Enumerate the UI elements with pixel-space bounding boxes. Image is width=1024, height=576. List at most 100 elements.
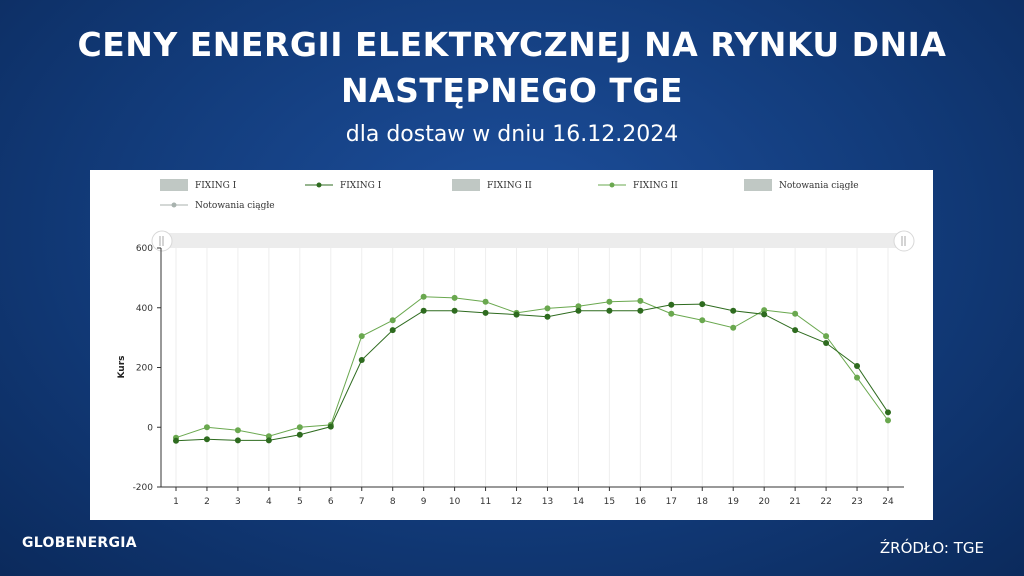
x-tick-label: 13: [542, 497, 553, 507]
range-navigator[interactable]: [151, 230, 915, 252]
chart-grid: [175, 248, 889, 487]
data-point: [823, 333, 830, 340]
data-point: [296, 431, 303, 438]
navigator-track: [162, 233, 904, 248]
data-point: [854, 363, 861, 370]
data-point: [668, 310, 675, 317]
x-tick-label: 8: [390, 497, 396, 507]
data-point: [203, 436, 210, 443]
title-line-2: NASTĘPNEGO TGE: [340, 71, 684, 110]
data-point: [451, 307, 458, 314]
x-tick-label: 16: [635, 497, 647, 507]
legend-item: FIXING I: [305, 181, 382, 191]
data-point: [823, 340, 830, 347]
legend-label: Notowania ciągłe: [779, 181, 859, 191]
legend-swatch: [452, 179, 480, 191]
chart-legend: FIXING I FIXING I FIXING II FIXING II Notowa…: [160, 179, 859, 211]
data-point: [358, 333, 365, 340]
legend-label: FIXING I: [195, 181, 237, 191]
legend-marker: [171, 202, 177, 208]
y-axis-title: Kurs: [117, 355, 127, 378]
chart-series: [173, 293, 891, 444]
legend-item: Notowania ciągłe: [744, 179, 859, 191]
data-point: [544, 305, 551, 312]
y-tick-label: -200: [133, 483, 154, 493]
data-point: [327, 423, 334, 430]
data-point: [730, 324, 737, 331]
x-tick-label: 24: [882, 497, 894, 507]
data-point: [389, 317, 396, 324]
series-line: [175, 296, 889, 439]
data-point: [606, 307, 613, 314]
data-point: [885, 409, 891, 416]
x-tick-label: 11: [480, 497, 491, 507]
x-tick-label: 1: [173, 497, 179, 507]
data-point: [265, 437, 272, 444]
page-subtitle: dla dostaw w dniu 16.12.2024: [345, 122, 679, 147]
x-tick-label: 5: [297, 497, 303, 507]
y-tick-label: 0: [147, 423, 153, 433]
legend-marker: [609, 182, 615, 188]
data-point: [234, 437, 241, 444]
legend-item: FIXING I: [160, 179, 237, 191]
data-point: [389, 327, 396, 334]
data-point: [637, 307, 644, 314]
chart-svg: FIXING I FIXING I FIXING II FIXING II Notowa…: [117, 179, 915, 507]
data-point: [482, 298, 489, 305]
data-point: [296, 424, 303, 431]
data-point: [575, 303, 582, 310]
legend-item: FIXING II: [598, 181, 678, 191]
legend-marker: [316, 182, 322, 188]
x-tick-label: 15: [604, 497, 615, 507]
data-point: [265, 433, 272, 440]
data-point: [420, 307, 427, 314]
x-tick-label: 3: [235, 497, 241, 507]
data-point: [513, 311, 520, 318]
data-point: [420, 293, 427, 300]
chart-panel: FIXING I FIXING I FIXING II FIXING II Notowa…: [90, 170, 933, 520]
y-tick-label: 200: [136, 364, 153, 374]
x-tick-label: 9: [421, 497, 427, 507]
x-tick-label: 4: [266, 497, 272, 507]
legend-label: FIXING I: [340, 181, 382, 191]
data-point: [854, 374, 861, 381]
data-point: [173, 437, 179, 444]
data-point: [761, 311, 768, 318]
data-point: [203, 424, 210, 431]
data-point: [482, 309, 489, 316]
x-tick-label: 12: [511, 497, 522, 507]
data-point: [792, 310, 799, 317]
data-point: [234, 427, 241, 434]
title-line-1: CENY ENERGII ELEKTRYCZNEJ NA RYNKU DNIA: [77, 25, 947, 64]
data-point: [637, 297, 644, 304]
data-point: [761, 307, 768, 314]
x-tick-label: 10: [449, 497, 461, 507]
x-tick-label: 19: [727, 497, 739, 507]
x-tick-label: 7: [359, 497, 365, 507]
legend-item: FIXING II: [452, 179, 532, 191]
data-point: [699, 301, 706, 308]
legend-label: FIXING II: [633, 181, 678, 191]
data-point: [575, 307, 582, 314]
x-tick-label: 22: [820, 497, 831, 507]
data-point: [792, 327, 799, 334]
data-point: [885, 417, 891, 424]
x-tick-label: 17: [666, 497, 677, 507]
x-tick-label: 14: [573, 497, 585, 507]
legend-item: Notowania ciągłe: [160, 201, 275, 211]
y-tick-label: 600: [136, 244, 153, 254]
source-label: ŹRÓDŁO: TGE: [879, 539, 984, 557]
series-line: [175, 303, 889, 442]
navigator-handle-right[interactable]: [893, 230, 915, 252]
x-tick-label: 2: [204, 497, 210, 507]
legend-label: Notowania ciągłe: [195, 201, 275, 211]
navigator-handle-left[interactable]: [151, 230, 173, 252]
series-fixing-ii: [173, 293, 891, 441]
data-point: [668, 301, 675, 308]
legend-swatch: [744, 179, 772, 191]
data-point: [544, 313, 551, 320]
series-fixing-i: [173, 301, 891, 444]
data-point: [730, 307, 737, 314]
x-tick-label: 21: [789, 497, 800, 507]
